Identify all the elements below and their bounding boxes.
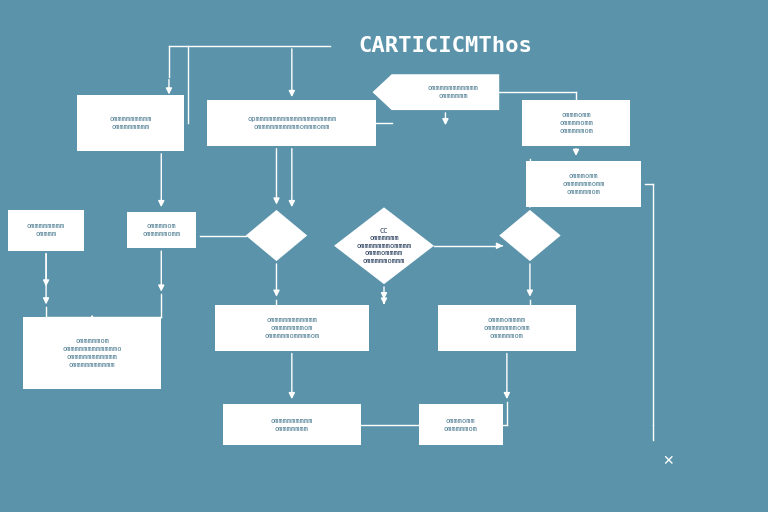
FancyBboxPatch shape (419, 404, 503, 445)
Text: ommmmmmmmm
ommmmmmm: ommmmmmmmm ommmmmmm (270, 418, 313, 432)
Text: ommmomm
ommmmomm
ommmmmom: ommmomm ommmmomm ommmmmom (559, 112, 593, 134)
Polygon shape (372, 74, 499, 110)
FancyBboxPatch shape (526, 161, 641, 207)
Text: ommmmmmmmm
ommmmmmmm: ommmmmmmmm ommmmmmmm (109, 116, 152, 130)
Text: CC
ommmmmm
ommmmmmmommmm
ommmommmm
ommmmmommm: CC ommmmmm ommmmmmmommmm ommmommmm ommmm… (356, 228, 412, 264)
Text: ommmmom
ommmmmomm: ommmmom ommmmmomm (142, 223, 180, 238)
Text: ommmmmmmmmmm
ommmmmmmom
ommmmmommmmom: ommmmmmmmmmm ommmmmmmom ommmmmommmmom (264, 317, 319, 338)
Text: opmmmmmmmmmmmmmmmmmmm
ommmmmmmmmmommmomm: opmmmmmmmmmmmmmmmmmmm ommmmmmmmmmommmomm (247, 116, 336, 130)
Text: ommmomm
ommmmmom: ommmomm ommmmmom (444, 418, 478, 432)
FancyBboxPatch shape (8, 210, 84, 251)
Polygon shape (499, 210, 561, 261)
Text: ommmmmom
ommmmmmmmmmmmo
ommmmmmmmmmm
ommmmmmmmmm: ommmmmom ommmmmmmmmmmmo ommmmmmmmmmm omm… (62, 338, 122, 368)
Text: ommmommmm
ommmmmmmomm
ommmmmom: ommmommmm ommmmmmmomm ommmmmom (484, 317, 530, 338)
Polygon shape (246, 210, 307, 261)
FancyBboxPatch shape (23, 317, 161, 389)
Polygon shape (334, 207, 434, 284)
FancyBboxPatch shape (215, 305, 369, 351)
Text: ✕: ✕ (662, 454, 674, 468)
FancyBboxPatch shape (438, 305, 576, 351)
FancyBboxPatch shape (207, 100, 376, 146)
Text: ommmmmmmmmmm
ommmmmm: ommmmmmmmmmm ommmmmm (428, 85, 478, 99)
FancyBboxPatch shape (77, 95, 184, 151)
FancyBboxPatch shape (223, 404, 361, 445)
Text: ommmomm
ommmmmmomm
ommmmmom: ommmomm ommmmmmomm ommmmmom (562, 174, 605, 195)
FancyBboxPatch shape (127, 212, 196, 248)
Text: CARTICICMThos: CARTICICMThos (359, 36, 532, 56)
Text: ommmmmmmm
ommmm: ommmmmmmm ommmm (27, 223, 65, 238)
FancyBboxPatch shape (522, 100, 630, 146)
